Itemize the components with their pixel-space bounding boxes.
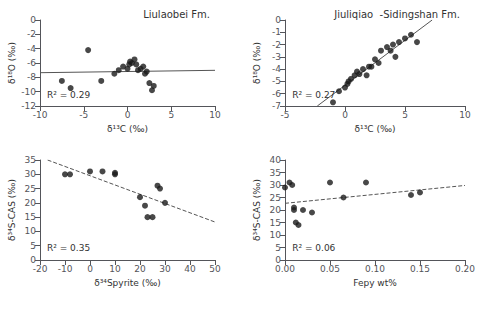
- svg-text:0.10: 0.10: [365, 264, 385, 274]
- svg-text:Liulaobei Fm.: Liulaobei Fm.: [143, 9, 210, 20]
- svg-text:δ¹³C (‰): δ¹³C (‰): [107, 124, 148, 134]
- svg-text:0.05: 0.05: [320, 264, 340, 274]
- svg-text:-1: -1: [272, 27, 281, 37]
- svg-text:-5: -5: [272, 76, 281, 86]
- svg-text:δ¹⁸O (‰): δ¹⁸O (‰): [252, 42, 262, 84]
- svg-text:30: 30: [270, 180, 282, 190]
- svg-text:0: 0: [87, 264, 93, 274]
- svg-text:-10: -10: [21, 87, 36, 97]
- svg-text:R² = 0.27: R² = 0.27: [292, 90, 335, 100]
- svg-text:50: 50: [209, 264, 221, 274]
- svg-text:-8: -8: [27, 72, 36, 82]
- svg-text:5: 5: [275, 243, 281, 253]
- svg-text:δ¹³C (‰): δ¹³C (‰): [355, 124, 396, 134]
- svg-text:-10: -10: [33, 110, 48, 120]
- svg-text:40: 40: [270, 155, 282, 165]
- svg-text:R² = 0.35: R² = 0.35: [47, 243, 90, 253]
- svg-text:20: 20: [270, 205, 282, 215]
- svg-text:20: 20: [25, 198, 37, 208]
- svg-text:R² = 0.29: R² = 0.29: [47, 90, 90, 100]
- svg-text:-7: -7: [272, 101, 281, 111]
- svg-text:20: 20: [134, 264, 146, 274]
- svg-text:0.00: 0.00: [275, 264, 295, 274]
- svg-text:-6: -6: [27, 58, 36, 68]
- svg-text:Fepy wt%: Fepy wt%: [353, 278, 397, 288]
- svg-text:5: 5: [168, 110, 174, 120]
- svg-text:35: 35: [270, 168, 281, 178]
- svg-text:-10: -10: [58, 264, 73, 274]
- svg-text:10: 10: [270, 230, 282, 240]
- svg-text:δ³⁴Spyrite (‰): δ³⁴Spyrite (‰): [94, 278, 161, 288]
- svg-text:0: 0: [125, 110, 131, 120]
- svg-text:-4: -4: [27, 44, 36, 54]
- svg-text:0: 0: [275, 255, 281, 265]
- svg-text:-6: -6: [272, 89, 281, 99]
- svg-text:0.20: 0.20: [455, 264, 475, 274]
- svg-text:25: 25: [25, 184, 36, 194]
- svg-text:40: 40: [184, 264, 196, 274]
- svg-text:10: 10: [25, 226, 37, 236]
- svg-text:35: 35: [25, 155, 36, 165]
- svg-text:-5: -5: [281, 110, 290, 120]
- svg-text:0: 0: [30, 15, 36, 25]
- svg-text:-2: -2: [27, 29, 36, 39]
- svg-text:25: 25: [270, 193, 281, 203]
- svg-text:30: 30: [159, 264, 171, 274]
- svg-text:15: 15: [25, 212, 36, 222]
- svg-text:0: 0: [275, 15, 281, 25]
- svg-text:δ³⁴S-CAS (‰): δ³⁴S-CAS (‰): [7, 179, 17, 241]
- svg-text:5: 5: [30, 241, 36, 251]
- svg-text:0: 0: [30, 255, 36, 265]
- svg-text:0.15: 0.15: [410, 264, 430, 274]
- svg-text:0: 0: [342, 110, 348, 120]
- svg-text:10: 10: [459, 110, 471, 120]
- svg-text:10: 10: [109, 264, 121, 274]
- svg-text:15: 15: [270, 218, 281, 228]
- svg-text:-2: -2: [272, 40, 281, 50]
- svg-text:-3: -3: [272, 52, 281, 62]
- svg-text:10: 10: [209, 110, 221, 120]
- svg-text:30: 30: [25, 169, 37, 179]
- svg-text:-4: -4: [272, 64, 281, 74]
- svg-text:5: 5: [402, 110, 408, 120]
- svg-text:-12: -12: [21, 101, 36, 111]
- svg-text:R² = 0.06: R² = 0.06: [292, 243, 335, 253]
- svg-text:Jiuliqiao -Sidingshan Fm.: Jiuliqiao -Sidingshan Fm.: [333, 9, 460, 20]
- svg-text:-5: -5: [79, 110, 88, 120]
- svg-text:δ³⁴S-CAS (‰): δ³⁴S-CAS (‰): [252, 179, 262, 241]
- svg-text:-20: -20: [33, 264, 48, 274]
- svg-text:δ¹⁸O (‰): δ¹⁸O (‰): [7, 42, 17, 84]
